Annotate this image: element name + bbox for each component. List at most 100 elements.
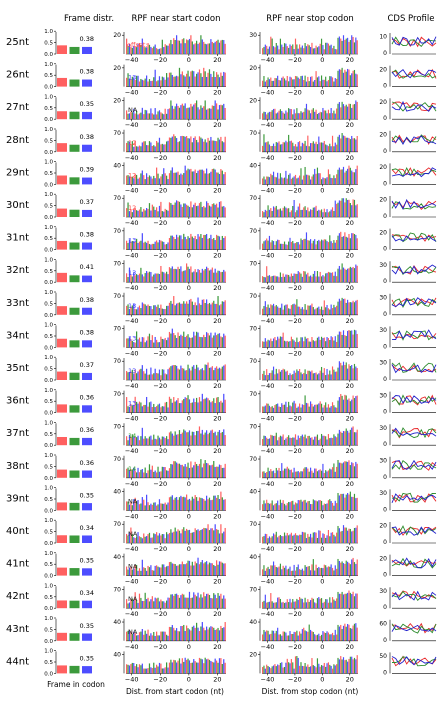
start-bar (160, 265, 162, 283)
start-bar (217, 207, 219, 217)
start-bar (188, 268, 191, 283)
start-bar (151, 537, 153, 543)
start-bar (160, 48, 162, 54)
cds-profile-line (391, 493, 437, 503)
start-bar (157, 111, 159, 120)
start-bar (136, 309, 138, 315)
start-bar (127, 440, 129, 446)
stop-bar (279, 173, 281, 185)
stop-bar (320, 306, 323, 315)
start-bar (201, 268, 203, 283)
stop-bar (337, 136, 339, 152)
start-bar (151, 276, 153, 283)
frame-ytick-label: 1.0 (44, 583, 53, 589)
start-bar (190, 266, 192, 283)
stop-bar (356, 593, 358, 609)
stop-bar (330, 406, 332, 413)
frame-bar (82, 470, 92, 478)
start-bar (174, 106, 176, 120)
stop-bar (289, 237, 291, 250)
start-bar (126, 273, 128, 283)
start-bar (187, 70, 189, 87)
start-bar (128, 141, 131, 152)
stop-bar (327, 566, 329, 576)
stop-bar (316, 471, 319, 478)
start-bar (193, 398, 195, 413)
start-bar (163, 272, 165, 283)
start-bar (176, 434, 178, 446)
start-bar (166, 634, 168, 641)
start-bar (167, 667, 169, 674)
stop-bar (314, 309, 316, 315)
stop-bar (352, 233, 354, 250)
stop-bar (334, 536, 336, 543)
stop-bar (274, 108, 276, 120)
stop-bar (329, 664, 331, 674)
start-bar (180, 365, 182, 380)
stop-bar (326, 241, 328, 250)
start-xtick-label: 0 (187, 610, 191, 618)
stop-bar (290, 374, 292, 380)
start-bar (173, 563, 175, 576)
stop-bar (349, 167, 351, 185)
start-bar (127, 175, 129, 185)
stop-bar (307, 501, 309, 511)
stop-bar (348, 528, 350, 543)
start-bar (164, 273, 166, 283)
stop-bar (333, 635, 335, 641)
start-bar (128, 567, 131, 576)
start-bar (223, 563, 225, 576)
stop-bar (278, 634, 280, 641)
stop-bar (299, 44, 301, 54)
stop-bar (315, 603, 317, 609)
stop-bar (267, 630, 269, 641)
start-bar (137, 602, 139, 609)
stop-bar (270, 173, 272, 185)
start-bar (134, 342, 136, 348)
stop-bar (314, 80, 316, 87)
cds-ytick-label: 0 (383, 441, 387, 448)
frame-ytick-label: 0.5 (44, 171, 53, 177)
start-bar (157, 635, 159, 641)
start-bar (156, 114, 158, 120)
frame-ytick-label: 0.0 (44, 508, 53, 514)
start-bar (148, 567, 151, 576)
stop-bar (348, 658, 350, 674)
frame-ytick-label: 1.0 (44, 649, 53, 655)
start-bar (184, 337, 186, 348)
start-bar (197, 662, 199, 674)
start-bar (176, 172, 178, 185)
stop-bar (329, 309, 331, 315)
start-bar (218, 402, 221, 413)
start-bar (154, 438, 156, 446)
stop-bar (310, 341, 312, 348)
stop-bar (270, 537, 272, 543)
stop-bar (272, 338, 275, 348)
stop-bar (337, 624, 339, 641)
stop-bar (336, 371, 338, 380)
stop-bar (338, 167, 340, 185)
stop-bar (300, 471, 302, 478)
stop-bar (289, 502, 291, 511)
frame-bar (69, 177, 80, 185)
stop-bar (264, 277, 266, 283)
row-label: 34nt (6, 330, 29, 341)
stop-bar (336, 664, 338, 674)
stop-bar (262, 471, 264, 478)
start-bar (166, 401, 168, 413)
frame-bar (57, 502, 67, 511)
start-bar (181, 239, 183, 250)
frame-bar (82, 275, 92, 283)
start-bar (143, 499, 145, 511)
start-bar (193, 331, 195, 348)
frame-bar (57, 371, 67, 380)
start-bar (126, 240, 128, 250)
start-bar (180, 136, 182, 152)
stop-bar (288, 308, 290, 315)
stop-bar (334, 565, 336, 576)
stop-bar (311, 176, 313, 185)
stop-bar (271, 601, 273, 609)
offset-label: 14 (128, 465, 136, 473)
stop-bar (281, 336, 283, 348)
start-bar (128, 665, 131, 674)
